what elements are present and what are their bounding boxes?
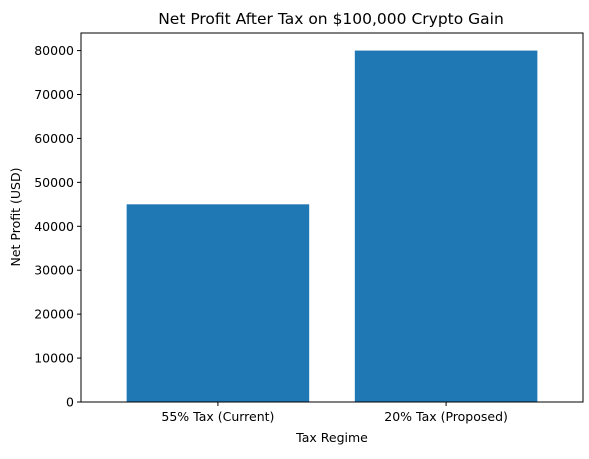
y-tick-label-0: 0 (66, 395, 74, 410)
x-axis-label: Tax Regime (295, 430, 368, 445)
y-tick-label-4: 40000 (34, 219, 74, 234)
bar-1 (354, 50, 538, 402)
y-tick-label-2: 20000 (34, 307, 74, 322)
plot-area (126, 50, 538, 402)
bar-0 (126, 204, 310, 402)
y-tick-label-1: 10000 (34, 351, 74, 366)
y-tick-label-3: 30000 (34, 263, 74, 278)
x-tick-label-1: 20% Tax (Proposed) (384, 409, 508, 424)
x-tick-label-0: 55% Tax (Current) (161, 409, 274, 424)
y-axis: 0 10000 20000 30000 40000 50000 60000 70000 8000… (34, 43, 81, 410)
y-tick-label-5: 50000 (34, 175, 74, 190)
y-axis-label: Net Profit (USD) (8, 168, 23, 267)
y-tick-label-7: 70000 (34, 87, 74, 102)
y-tick-label-6: 60000 (34, 131, 74, 146)
chart-title: Net Profit After Tax on $100,000 Crypto … (158, 10, 504, 28)
plot-frame (80, 32, 584, 403)
y-tick-label-8: 80000 (34, 43, 74, 58)
x-axis: 55% Tax (Current) 20% Tax (Proposed) (161, 402, 508, 424)
